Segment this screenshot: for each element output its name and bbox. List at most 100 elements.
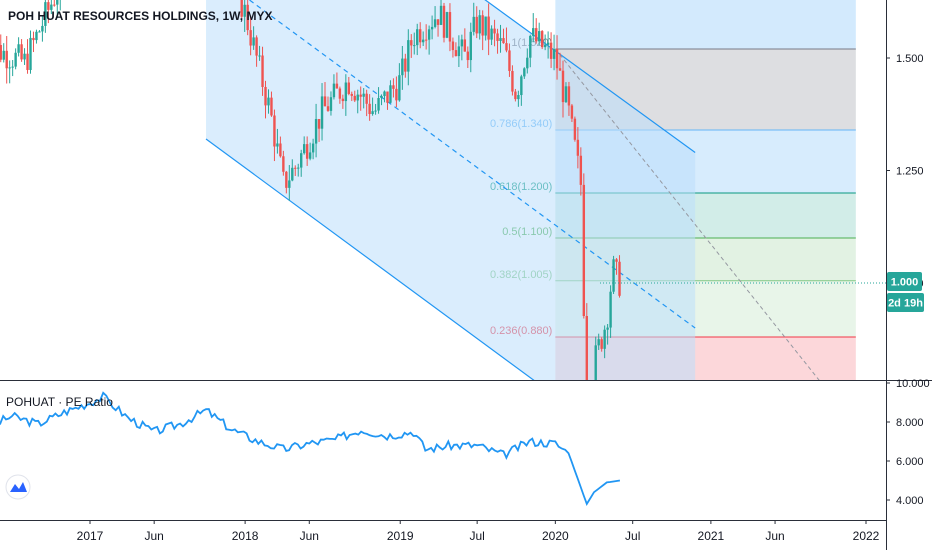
- candle-body[interactable]: [496, 33, 499, 41]
- candle-body[interactable]: [276, 143, 279, 147]
- candle-body[interactable]: [338, 88, 342, 99]
- candle-body[interactable]: [532, 28, 535, 36]
- candle-body[interactable]: [600, 339, 603, 349]
- candle-body[interactable]: [404, 58, 407, 72]
- candle-body[interactable]: [603, 329, 606, 349]
- candle-body[interactable]: [558, 68, 562, 71]
- candle-body[interactable]: [252, 37, 255, 46]
- candle-body[interactable]: [401, 58, 404, 76]
- time-axis[interactable]: 2017 Jun 2018 Jun 2019 Jul 2020 Jul 2021 Jun 2022: [77, 520, 880, 543]
- candle-body[interactable]: [582, 184, 586, 316]
- candle-body[interactable]: [508, 50, 511, 71]
- candle-body[interactable]: [249, 30, 252, 46]
- candle-body[interactable]: [347, 82, 351, 94]
- candle-body[interactable]: [451, 41, 455, 51]
- candle-body[interactable]: [612, 259, 615, 292]
- candle-body[interactable]: [392, 85, 395, 89]
- candle-body[interactable]: [23, 53, 26, 60]
- candle-body[interactable]: [359, 94, 362, 97]
- candle-body[interactable]: [490, 28, 493, 40]
- candle-body[interactable]: [472, 16, 475, 32]
- candle-body[interactable]: [573, 118, 577, 140]
- candle-body[interactable]: [50, 4, 53, 10]
- candle-body[interactable]: [246, 4, 249, 31]
- candle-body[interactable]: [350, 93, 353, 96]
- candle-body[interactable]: [529, 35, 532, 58]
- candle-body[interactable]: [445, 12, 449, 38]
- candle-body[interactable]: [469, 31, 472, 61]
- candle-body[interactable]: [484, 16, 487, 36]
- candle-body[interactable]: [523, 68, 526, 77]
- candle-body[interactable]: [457, 46, 461, 57]
- pe-axis[interactable]: 4.000 6.000 8.000 10.000: [886, 378, 930, 507]
- candle-body[interactable]: [567, 86, 571, 106]
- price-pane[interactable]: 0(0.685)0.236(0.880)0.382(1.005)0.5(1.10…: [0, 0, 886, 499]
- candle-body[interactable]: [436, 19, 440, 25]
- candle-body[interactable]: [493, 28, 496, 34]
- candle-body[interactable]: [282, 156, 285, 172]
- channel-lower-line[interactable]: [205, 138, 695, 499]
- candle-body[interactable]: [374, 110, 377, 112]
- candle-body[interactable]: [294, 167, 297, 169]
- candle-body[interactable]: [11, 66, 14, 68]
- candle-body[interactable]: [44, 2, 47, 26]
- candle-body[interactable]: [478, 15, 481, 34]
- candle-body[interactable]: [380, 96, 383, 99]
- candle-body[interactable]: [26, 53, 29, 70]
- tradingview-logo-icon[interactable]: [5, 474, 31, 500]
- candle-body[interactable]: [5, 50, 8, 69]
- candle-body[interactable]: [430, 26, 434, 30]
- candle-body[interactable]: [561, 70, 565, 103]
- candle-body[interactable]: [41, 25, 44, 32]
- candle-body[interactable]: [317, 119, 321, 129]
- candle-body[interactable]: [460, 39, 464, 47]
- candle-body[interactable]: [463, 39, 467, 52]
- candle-body[interactable]: [302, 144, 306, 154]
- candle-body[interactable]: [32, 37, 35, 41]
- candle-body[interactable]: [421, 39, 425, 43]
- candle-body[interactable]: [291, 167, 294, 181]
- candle-body[interactable]: [416, 29, 419, 46]
- candle-body[interactable]: [570, 105, 574, 119]
- candle-body[interactable]: [300, 153, 303, 168]
- candle-body[interactable]: [606, 327, 609, 330]
- candle-body[interactable]: [368, 103, 371, 115]
- candle-body[interactable]: [475, 16, 478, 34]
- candle-body[interactable]: [543, 44, 547, 48]
- candle-body[interactable]: [520, 76, 523, 96]
- candle-body[interactable]: [53, 4, 56, 6]
- candle-body[interactable]: [267, 97, 270, 106]
- candle-body[interactable]: [499, 38, 502, 41]
- candle-body[interactable]: [609, 291, 612, 328]
- candle-body[interactable]: [597, 339, 600, 346]
- candle-body[interactable]: [335, 83, 339, 89]
- candle-body[interactable]: [288, 180, 291, 188]
- candle-body[interactable]: [261, 55, 264, 87]
- candle-body[interactable]: [398, 75, 401, 101]
- candle-body[interactable]: [243, 4, 246, 17]
- candle-body[interactable]: [576, 139, 580, 156]
- candle-body[interactable]: [279, 143, 282, 157]
- candle-body[interactable]: [386, 91, 389, 103]
- candle-body[interactable]: [329, 97, 333, 111]
- candle-body[interactable]: [264, 86, 267, 106]
- candle-body[interactable]: [344, 82, 348, 102]
- candle-body[interactable]: [618, 261, 621, 296]
- candle-body[interactable]: [555, 48, 559, 69]
- candle-body[interactable]: [579, 155, 583, 185]
- candle-body[interactable]: [427, 29, 431, 40]
- candle-body[interactable]: [2, 50, 5, 60]
- candle-body[interactable]: [410, 40, 413, 46]
- candle-body[interactable]: [273, 115, 276, 147]
- pe-ratio-pane[interactable]: [0, 391, 621, 506]
- candle-body[interactable]: [433, 19, 437, 27]
- candle-body[interactable]: [517, 95, 520, 100]
- candle-body[interactable]: [0, 45, 2, 60]
- candle-body[interactable]: [255, 37, 258, 56]
- candle-body[interactable]: [323, 96, 327, 107]
- candle-body[interactable]: [546, 42, 550, 45]
- candle-body[interactable]: [305, 144, 309, 159]
- candle-body[interactable]: [487, 16, 490, 40]
- candle-body[interactable]: [540, 31, 544, 48]
- candle-body[interactable]: [514, 91, 517, 100]
